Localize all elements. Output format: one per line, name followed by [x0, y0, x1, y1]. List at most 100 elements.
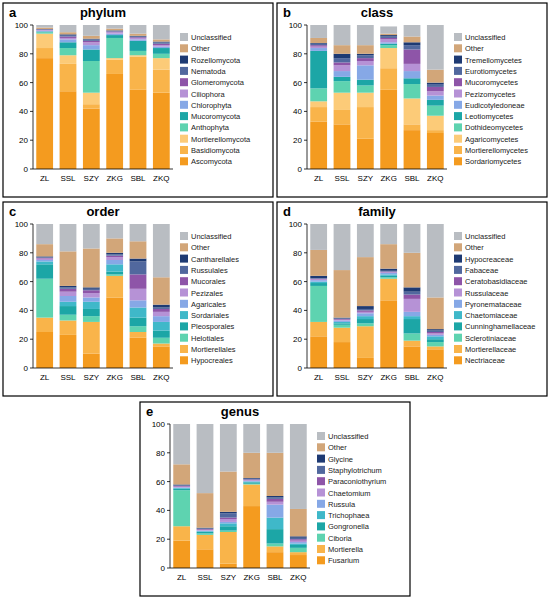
legend-label: Helotiales — [191, 334, 224, 343]
y-tick-label: 20 — [293, 136, 302, 145]
bar-segment — [83, 104, 100, 108]
bar-segment — [106, 272, 123, 275]
y-tick — [30, 82, 33, 83]
legend: UnclassifiedOtherCantharellalesRussulale… — [180, 232, 239, 365]
bar-segment — [357, 306, 374, 309]
bar-segment — [427, 349, 444, 368]
legend-label: Anthophyta — [191, 123, 230, 132]
legend-swatch — [454, 135, 462, 143]
bar-segment — [380, 271, 397, 273]
bar-segment — [404, 341, 421, 347]
bar-segment — [290, 555, 307, 568]
y-tick — [30, 281, 33, 282]
bar-segment — [197, 528, 214, 530]
bar-segment — [334, 319, 351, 321]
y-tick — [304, 140, 307, 141]
legend-label: Fusarium — [328, 556, 359, 565]
legend-label: Ciliophora — [191, 90, 226, 99]
y-tick — [304, 368, 307, 369]
bar-segment — [267, 518, 284, 530]
bar-segment — [106, 29, 123, 31]
bar-segment — [427, 332, 444, 333]
legend-label: Unclassified — [191, 33, 231, 42]
legend-swatch — [454, 277, 462, 285]
bar-segment — [106, 254, 123, 255]
bar-segment — [427, 133, 444, 169]
x-tick-label: SSL — [60, 174, 76, 183]
bar-segment — [83, 224, 100, 248]
bar-segment — [357, 257, 374, 306]
bar-segment — [83, 109, 100, 169]
bar-segment — [60, 289, 77, 292]
bar-segment — [60, 302, 77, 306]
bar-segment — [173, 490, 190, 526]
bar-segment — [36, 261, 53, 264]
legend-label: Russula — [328, 500, 356, 509]
legend-label: Leotiomycetes — [465, 112, 514, 121]
bar-segment — [83, 287, 100, 288]
legend-swatch — [317, 455, 325, 463]
y-tick-label: 40 — [293, 107, 302, 116]
legend-label: Mortierellaceae — [465, 345, 516, 354]
x-tick-label: SSL — [60, 373, 76, 382]
legend-swatch — [454, 67, 462, 75]
legend-swatch — [454, 56, 462, 64]
y-tick — [304, 339, 307, 340]
x-tick-label: ZKG — [380, 174, 396, 183]
legend-swatch — [180, 311, 188, 319]
bar-segment — [60, 91, 77, 169]
bar-segment — [290, 542, 307, 543]
bar-segment — [106, 297, 123, 368]
y-tick-label: 0 — [298, 165, 303, 174]
legend-swatch — [454, 123, 462, 131]
bar-segment — [153, 308, 170, 309]
legend-swatch — [180, 44, 188, 52]
bar-segment — [357, 45, 374, 54]
bar-segment — [380, 68, 397, 90]
bars — [36, 224, 169, 368]
y-tick — [30, 368, 33, 369]
bar-segment — [220, 518, 237, 519]
y-axis — [170, 424, 171, 568]
legend-swatch — [317, 522, 325, 530]
bar-segment — [173, 526, 190, 540]
bar-segment — [290, 548, 307, 552]
bar-segment — [380, 269, 397, 271]
bar-segment — [310, 101, 327, 107]
y-tick-label: 0 — [24, 364, 29, 373]
x-tick-label: ZL — [314, 373, 324, 382]
legend-label: Other — [328, 443, 347, 452]
y-axis — [307, 25, 308, 169]
x-tick-label: SZY — [358, 174, 374, 183]
chart-title: family — [358, 204, 396, 219]
legend-swatch — [180, 123, 188, 131]
bar-segment — [197, 529, 214, 531]
bar-segment — [220, 564, 237, 568]
legend: UnclassifiedOtherHypocreaceaeFabaceaeCer… — [454, 232, 535, 365]
bar-segment — [310, 283, 327, 286]
legend-swatch — [180, 255, 188, 263]
x-tick-label: ZL — [177, 573, 187, 582]
legend-label: Unclassified — [191, 232, 231, 241]
bar-segment — [427, 84, 444, 87]
legend-swatch — [454, 266, 462, 274]
bar-segment — [60, 287, 77, 288]
panel-frame — [3, 202, 273, 396]
bar-segment — [427, 116, 444, 130]
bar-segment — [380, 277, 397, 278]
x-tick-label: ZKQ — [427, 373, 443, 382]
bar-segment — [404, 42, 421, 45]
bar-segment — [290, 544, 307, 545]
bar-segment — [380, 44, 397, 45]
bar-segment — [153, 316, 170, 322]
legend-label: Mucorales — [191, 277, 226, 286]
bar-segment — [130, 308, 147, 318]
bar-segment — [106, 257, 123, 260]
bar-segment — [83, 39, 100, 40]
bar-segment — [130, 338, 147, 368]
bar-segment — [310, 38, 327, 43]
bar-segment — [310, 224, 327, 250]
bar-segment — [357, 312, 374, 313]
bar-segment — [243, 479, 260, 481]
y-tick — [304, 25, 307, 26]
